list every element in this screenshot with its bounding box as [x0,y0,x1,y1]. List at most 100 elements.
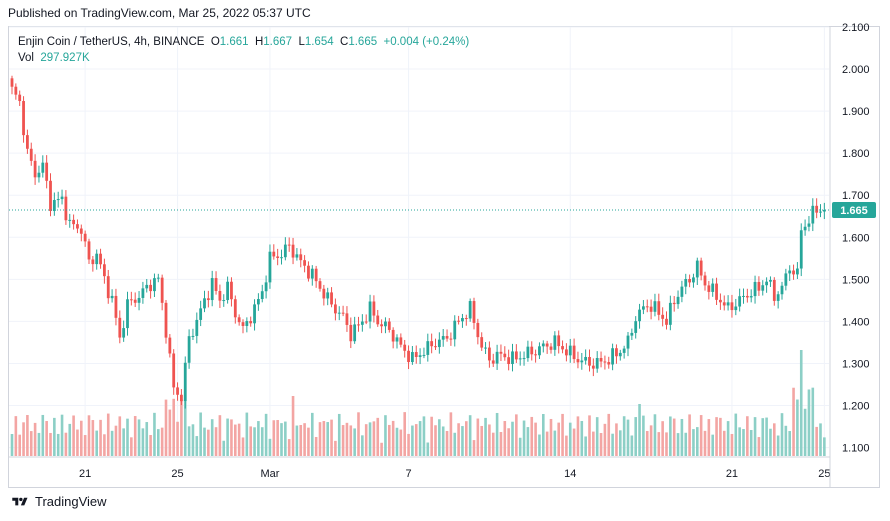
legend-volume-row: Vol 297.927K [18,50,469,66]
volume-bar [811,387,815,456]
candle-body [153,278,156,292]
candle-body [642,306,645,310]
volume-bar [746,416,749,456]
volume-bar [784,425,788,456]
candle-body [407,350,410,363]
volume-bar [307,427,310,456]
volume-bar [226,418,229,456]
published-caption: Published on TradingView.com, Mar 25, 20… [8,6,311,20]
volume-bar [418,421,422,456]
candle-body [384,321,387,327]
change-value: +0.004 (+0.24%) [383,36,470,48]
candle-body [545,343,549,347]
candle-body [534,354,537,356]
candle-body [738,296,742,307]
candle-body [638,309,641,322]
volume-bar [399,429,403,456]
candle-body [557,335,561,347]
volume-bar [630,435,634,456]
candle-body [122,328,126,338]
candle-body [380,324,383,327]
candle-body [145,284,149,289]
volume-bar [287,439,291,456]
volume-bar [145,422,149,456]
candle-body [176,387,179,395]
volume-bar [538,434,541,456]
candle-body [491,360,495,364]
candle-body [692,277,695,283]
candle-body [538,346,541,356]
candle-body [464,318,468,320]
volume-bar [87,415,91,456]
volume-bar [199,412,202,456]
volume-bar [60,414,64,456]
candle-body [353,324,357,342]
volume-bar [526,427,530,456]
volume-bar [276,420,279,456]
candlestick-chart[interactable]: 2.100 2.000 1.900 1.800 1.700 1.600 1.500 1.400… [0,0,890,490]
chart-legend: Enjin Coin / TetherUS, 4h, BINANCE O1.66… [18,34,469,66]
candle-body [337,312,341,314]
volume-bar [634,417,637,456]
volume-bar [49,432,52,456]
candle-body [495,351,499,364]
candle-body [206,298,210,301]
volume-bar [95,430,98,456]
candle-body [287,244,291,246]
candle-body [445,336,449,339]
volume-bar [284,421,287,456]
candle-body [565,349,568,356]
candle-body [368,301,372,322]
candle-body [568,345,572,356]
candle-body [307,265,310,279]
candle-body [657,301,661,315]
volume-bar [303,423,306,456]
candle-body [676,296,680,305]
volume-bar [230,419,233,456]
volume-bar [176,421,179,456]
volume-bar [376,417,380,456]
volume-bar [703,430,707,456]
candle-body [792,270,795,275]
candle-body [591,365,595,369]
volume-bar [603,423,607,456]
volume-bar [776,435,780,456]
candle-body [103,264,106,277]
candle-body [561,346,564,350]
candle-body [349,324,353,342]
volume-bar [480,425,483,456]
volume-bar [241,437,245,456]
volume-bar [788,431,791,456]
close-value: 1.665 [348,36,378,48]
x-tick-label: 25 [818,468,830,480]
candle-body [584,356,588,361]
volume-bar [599,433,603,456]
y-tick-label: 1.500 [842,274,870,286]
candle-body [803,226,807,231]
candle-body [526,346,530,359]
last-price-label-bg [832,201,876,218]
candle-body [796,268,799,275]
candle-body [164,302,168,338]
candle-body [807,223,811,227]
volume-bar [488,424,491,456]
volume-bar [272,420,276,456]
candle-body [769,279,772,282]
volume-bar [803,408,807,456]
candle-body [87,241,91,260]
candle-body [10,78,14,87]
symbol-title[interactable]: Enjin Coin / TetherUS, 4h, BINANCE [18,36,205,48]
volume-bar [465,421,468,456]
candle-body [303,260,306,266]
x-tick-label: 21 [79,468,91,480]
volume-bar [10,434,14,456]
tradingview-footer[interactable]: TradingView [10,494,107,509]
candle-body [149,284,152,292]
y-tick-label: 2.000 [842,64,870,76]
volume-bar [522,420,526,456]
candle-body [707,285,711,292]
volume-bar [769,428,772,456]
volume-bar [22,422,25,456]
candle-body [668,302,672,325]
candle-body [488,347,491,361]
